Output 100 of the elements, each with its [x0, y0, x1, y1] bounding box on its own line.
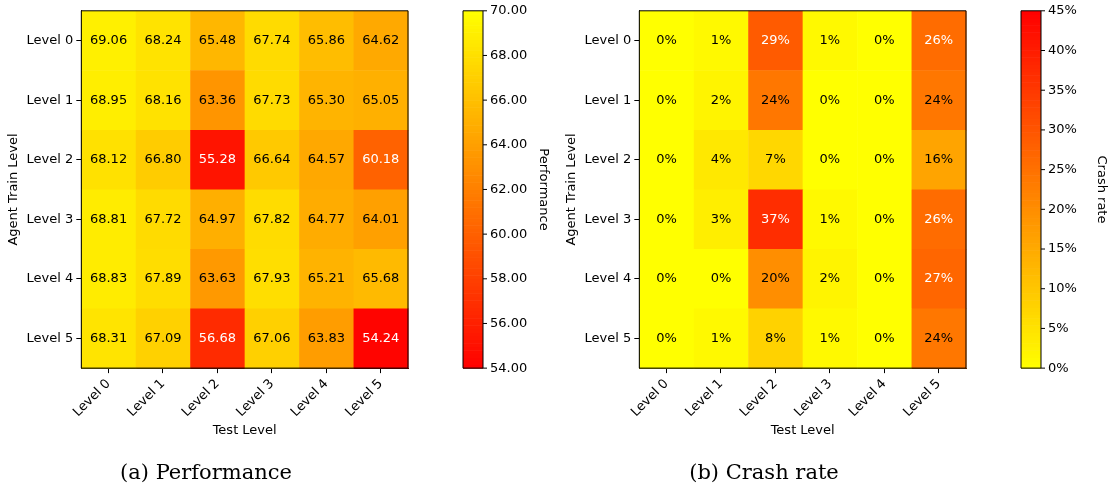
data-label: 0%: [710, 270, 732, 286]
y-tick-label: Level 4: [26, 270, 74, 286]
data-label: 68.24: [144, 31, 182, 47]
data-label: 65.21: [307, 270, 345, 286]
data-label: 64.01: [362, 210, 400, 226]
data-label: 68.83: [89, 270, 128, 286]
data-label: 65.86: [307, 31, 345, 47]
data-label: 54.24: [362, 329, 400, 345]
data-label: 26%: [924, 210, 954, 226]
data-label: 67.74: [253, 31, 291, 47]
y-tick-label: Level 3: [26, 210, 74, 226]
data-label: 66.64: [253, 151, 291, 167]
data-label: 65.30: [307, 91, 345, 107]
data-label: 29%: [760, 31, 790, 47]
data-label: 0%: [874, 329, 895, 345]
data-label: 68.16: [144, 91, 182, 107]
data-label: 1%: [710, 31, 732, 47]
color-bar-label: 66.00: [490, 91, 528, 107]
color-bar-label: 62.00: [490, 180, 528, 196]
data-label: 4%: [710, 151, 732, 167]
data-label: 55.28: [198, 151, 237, 167]
data-label: 1%: [819, 329, 841, 345]
data-label: 68.95: [89, 91, 128, 107]
color-bar-label: 64.00: [490, 136, 528, 152]
data-label: 2%: [819, 270, 841, 286]
text: (a) Performance: [120, 459, 292, 484]
y-tick-label: Level 0: [584, 31, 632, 47]
y-tick-label: Level 1: [26, 91, 74, 107]
color-bar-label: 20%: [1048, 200, 1077, 216]
data-label: 67.93: [253, 270, 291, 286]
data-label: 1%: [819, 210, 841, 226]
color-bar-label: 15%: [1048, 240, 1077, 256]
data-label: 67.82: [253, 210, 291, 226]
color-bar-label: 30%: [1048, 121, 1077, 137]
data-label: 0%: [874, 151, 895, 167]
y-tick-label: Level 5: [584, 329, 632, 345]
color-bar-label: 5%: [1048, 319, 1069, 335]
color-bar-label: 35%: [1048, 81, 1077, 97]
data-label: 67.72: [144, 210, 182, 226]
data-label: 67.06: [253, 329, 291, 345]
data-label: 0%: [656, 270, 677, 286]
color-bar-label: 45%: [1048, 2, 1077, 18]
color-bar-label: 25%: [1048, 160, 1077, 176]
data-label: 0%: [874, 210, 895, 226]
data-label: 20%: [760, 270, 790, 286]
color-bar-label: 54.00: [490, 359, 528, 375]
data-label: 64.57: [307, 151, 345, 167]
data-label: 24%: [924, 91, 954, 107]
data-label: 60.18: [362, 151, 400, 167]
data-label: 63.63: [198, 270, 237, 286]
data-label: 63.36: [198, 91, 237, 107]
y-axis-title: Agent Train Level: [563, 133, 579, 246]
data-label: 67.73: [253, 91, 291, 107]
data-label: 0%: [656, 91, 677, 107]
data-label: 64.97: [198, 210, 237, 226]
color-bar-label: 70.00: [490, 2, 528, 18]
y-tick-label: Level 1: [584, 91, 632, 107]
data-label: 64.77: [307, 210, 345, 226]
data-label: 27%: [924, 270, 954, 286]
data-label: 1%: [710, 329, 732, 345]
y-tick-label: Level 3: [584, 210, 632, 226]
y-axis-title: Agent Train Level: [5, 133, 21, 246]
data-label: 8%: [765, 329, 786, 345]
data-label: 65.05: [362, 91, 400, 107]
data-label: 24%: [924, 329, 954, 345]
y-tick-label: Level 4: [584, 270, 632, 286]
x-axis-title: Test Level: [769, 422, 835, 438]
color-bar-label: 0%: [1048, 359, 1069, 375]
data-label: 68.12: [89, 151, 128, 167]
color-bar-title: Performance: [536, 148, 552, 231]
y-tick-label: Level 2: [26, 151, 74, 167]
data-label: 65.68: [362, 270, 400, 286]
data-label: 66.80: [144, 151, 182, 167]
data-label: 16%: [924, 151, 954, 167]
data-label: 7%: [765, 151, 786, 167]
data-label: 68.31: [89, 329, 128, 345]
data-label: 0%: [819, 91, 841, 107]
data-label: 69.06: [89, 31, 128, 47]
data-label: 0%: [874, 270, 895, 286]
color-bar-label: 68.00: [490, 46, 528, 62]
data-label: 56.68: [198, 329, 237, 345]
data-label: 0%: [819, 151, 841, 167]
data-label: 26%: [924, 31, 954, 47]
data-label: 63.83: [307, 329, 345, 345]
data-label: 67.89: [144, 270, 182, 286]
color-bar-label: 58.00: [490, 270, 528, 286]
data-label: 2%: [710, 91, 732, 107]
data-label: 3%: [710, 210, 732, 226]
data-label: 0%: [874, 31, 895, 47]
y-tick-label: Level 2: [584, 151, 632, 167]
data-label: 0%: [656, 151, 677, 167]
data-label: 65.48: [198, 31, 237, 47]
data-label: 64.62: [362, 31, 400, 47]
y-tick-label: Level 0: [26, 31, 74, 47]
color-bar-title: Crash rate: [1094, 155, 1110, 224]
x-axis-title: Test Level: [211, 422, 277, 438]
color-bar-label: 60.00: [490, 225, 528, 241]
y-tick-label: Level 5: [26, 329, 74, 345]
color-bar-label: 40%: [1048, 41, 1077, 57]
data-label: 24%: [760, 91, 790, 107]
